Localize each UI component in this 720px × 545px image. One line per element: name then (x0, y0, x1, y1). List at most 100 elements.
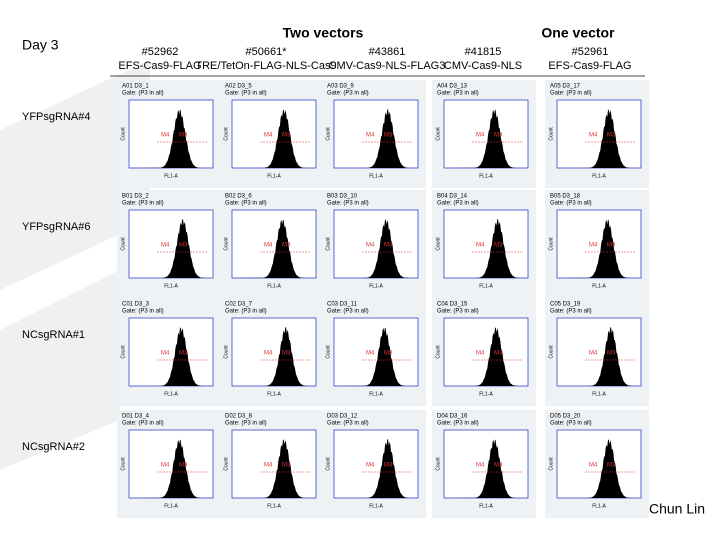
histogram (232, 219, 308, 278)
panel-gate: Gate: (P3 in all) (225, 421, 267, 427)
group-title: One vector (541, 25, 615, 41)
marker-label: M4 (366, 243, 375, 249)
marker-label: M4 (161, 351, 170, 357)
y-axis-label: Count (548, 237, 554, 251)
marker-label: M3 (494, 463, 503, 469)
marker-label: M3 (607, 133, 616, 139)
column-id: #43861 (369, 46, 406, 58)
marker-label: M3 (282, 351, 291, 357)
x-axis-label: FL1-A (267, 391, 281, 397)
marker-label: M3 (607, 463, 616, 469)
plot-frame (333, 99, 419, 169)
column-name: CMV-Cas9-NLS-FLAG3 (329, 60, 446, 72)
x-axis-label: FL1-A (479, 173, 493, 179)
plot-frame (443, 209, 529, 279)
histogram (232, 439, 308, 498)
panel-well: A01 D3_1 (122, 84, 149, 90)
panel-well: B01 D3_2 (122, 194, 149, 200)
y-axis-label: Count (120, 127, 126, 141)
x-axis-label: FL1-A (369, 283, 383, 289)
marker-label: M3 (179, 133, 188, 139)
panel-gate: Gate: (P3 in all) (122, 309, 164, 315)
panel-well: A05 D3_17 (550, 84, 581, 90)
panel-gate: Gate: (P3 in all) (122, 91, 164, 97)
panel-gate: Gate: (P3 in all) (225, 201, 267, 207)
panel-gate: Gate: (P3 in all) (437, 91, 479, 97)
x-axis-label: FL1-A (369, 391, 383, 397)
plot-frame (333, 429, 419, 499)
marker-label: M4 (589, 243, 598, 249)
y-axis-label: Count (435, 457, 441, 471)
panel-well: D05 D3_20 (550, 414, 581, 420)
x-axis-label: FL1-A (164, 173, 178, 179)
histogram (444, 219, 520, 278)
marker-label: M4 (161, 243, 170, 249)
panel-well: B04 D3_14 (437, 194, 468, 200)
panel-gate: Gate: (P3 in all) (327, 309, 369, 315)
panel-gate: Gate: (P3 in all) (327, 421, 369, 427)
y-axis-label: Count (325, 237, 331, 251)
panel-gate: Gate: (P3 in all) (327, 201, 369, 207)
column-name: CMV-Cas9-NLS (444, 60, 522, 72)
histogram (129, 219, 205, 278)
column-name: EFS-Cas9-FLAG (118, 60, 201, 72)
panel-well: C04 D3_15 (437, 302, 468, 308)
histogram (444, 327, 520, 386)
marker-label: M3 (607, 351, 616, 357)
panel-well: A02 D3_5 (225, 84, 252, 90)
marker-label: M4 (589, 351, 598, 357)
column-id: #50661* (246, 46, 288, 58)
y-axis-label: Count (223, 237, 229, 251)
marker-label: M3 (282, 133, 291, 139)
x-axis-label: FL1-A (479, 391, 493, 397)
histogram (334, 109, 410, 168)
histogram (557, 219, 633, 278)
panel-well: A04 D3_13 (437, 84, 468, 90)
panel-gate: Gate: (P3 in all) (225, 91, 267, 97)
y-axis-label: Count (120, 237, 126, 251)
y-axis-label: Count (435, 345, 441, 359)
marker-label: M4 (161, 133, 170, 139)
histogram (444, 109, 520, 168)
marker-label: M4 (366, 133, 375, 139)
marker-label: M3 (494, 351, 503, 357)
day-label: Day 3 (22, 37, 59, 53)
marker-label: M4 (476, 463, 485, 469)
panel-gate: Gate: (P3 in all) (550, 421, 592, 427)
histogram (232, 327, 308, 386)
marker-label: M3 (384, 351, 393, 357)
panel-gate: Gate: (P3 in all) (550, 201, 592, 207)
panel-well: C05 D3_19 (550, 302, 581, 308)
histogram (129, 109, 205, 168)
x-axis-label: FL1-A (164, 503, 178, 509)
y-axis-label: Count (435, 237, 441, 251)
panel-well: D03 D3_12 (327, 414, 358, 420)
marker-label: M4 (264, 133, 273, 139)
panel-gate: Gate: (P3 in all) (225, 309, 267, 315)
marker-label: M3 (179, 243, 188, 249)
y-axis-label: Count (548, 457, 554, 471)
x-axis-label: FL1-A (479, 283, 493, 289)
histogram (334, 219, 410, 278)
x-axis-label: FL1-A (267, 173, 281, 179)
y-axis-label: Count (223, 345, 229, 359)
y-axis-label: Count (435, 127, 441, 141)
y-axis-label: Count (325, 345, 331, 359)
row-label: YFPsgRNA#4 (22, 111, 90, 123)
marker-label: M4 (264, 243, 273, 249)
x-axis-label: FL1-A (592, 283, 606, 289)
panel-gate: Gate: (P3 in all) (327, 91, 369, 97)
marker-label: M4 (476, 351, 485, 357)
marker-label: M4 (589, 463, 598, 469)
panel-well: B05 D3_18 (550, 194, 581, 200)
panel-well: A03 D3_9 (327, 84, 354, 90)
panel-gate: Gate: (P3 in all) (437, 201, 479, 207)
watermark (0, 60, 150, 290)
marker-label: M3 (179, 463, 188, 469)
y-axis-label: Count (548, 127, 554, 141)
x-axis-label: FL1-A (479, 503, 493, 509)
x-axis-label: FL1-A (267, 503, 281, 509)
marker-label: M4 (264, 351, 273, 357)
panel-well: B02 D3_6 (225, 194, 252, 200)
